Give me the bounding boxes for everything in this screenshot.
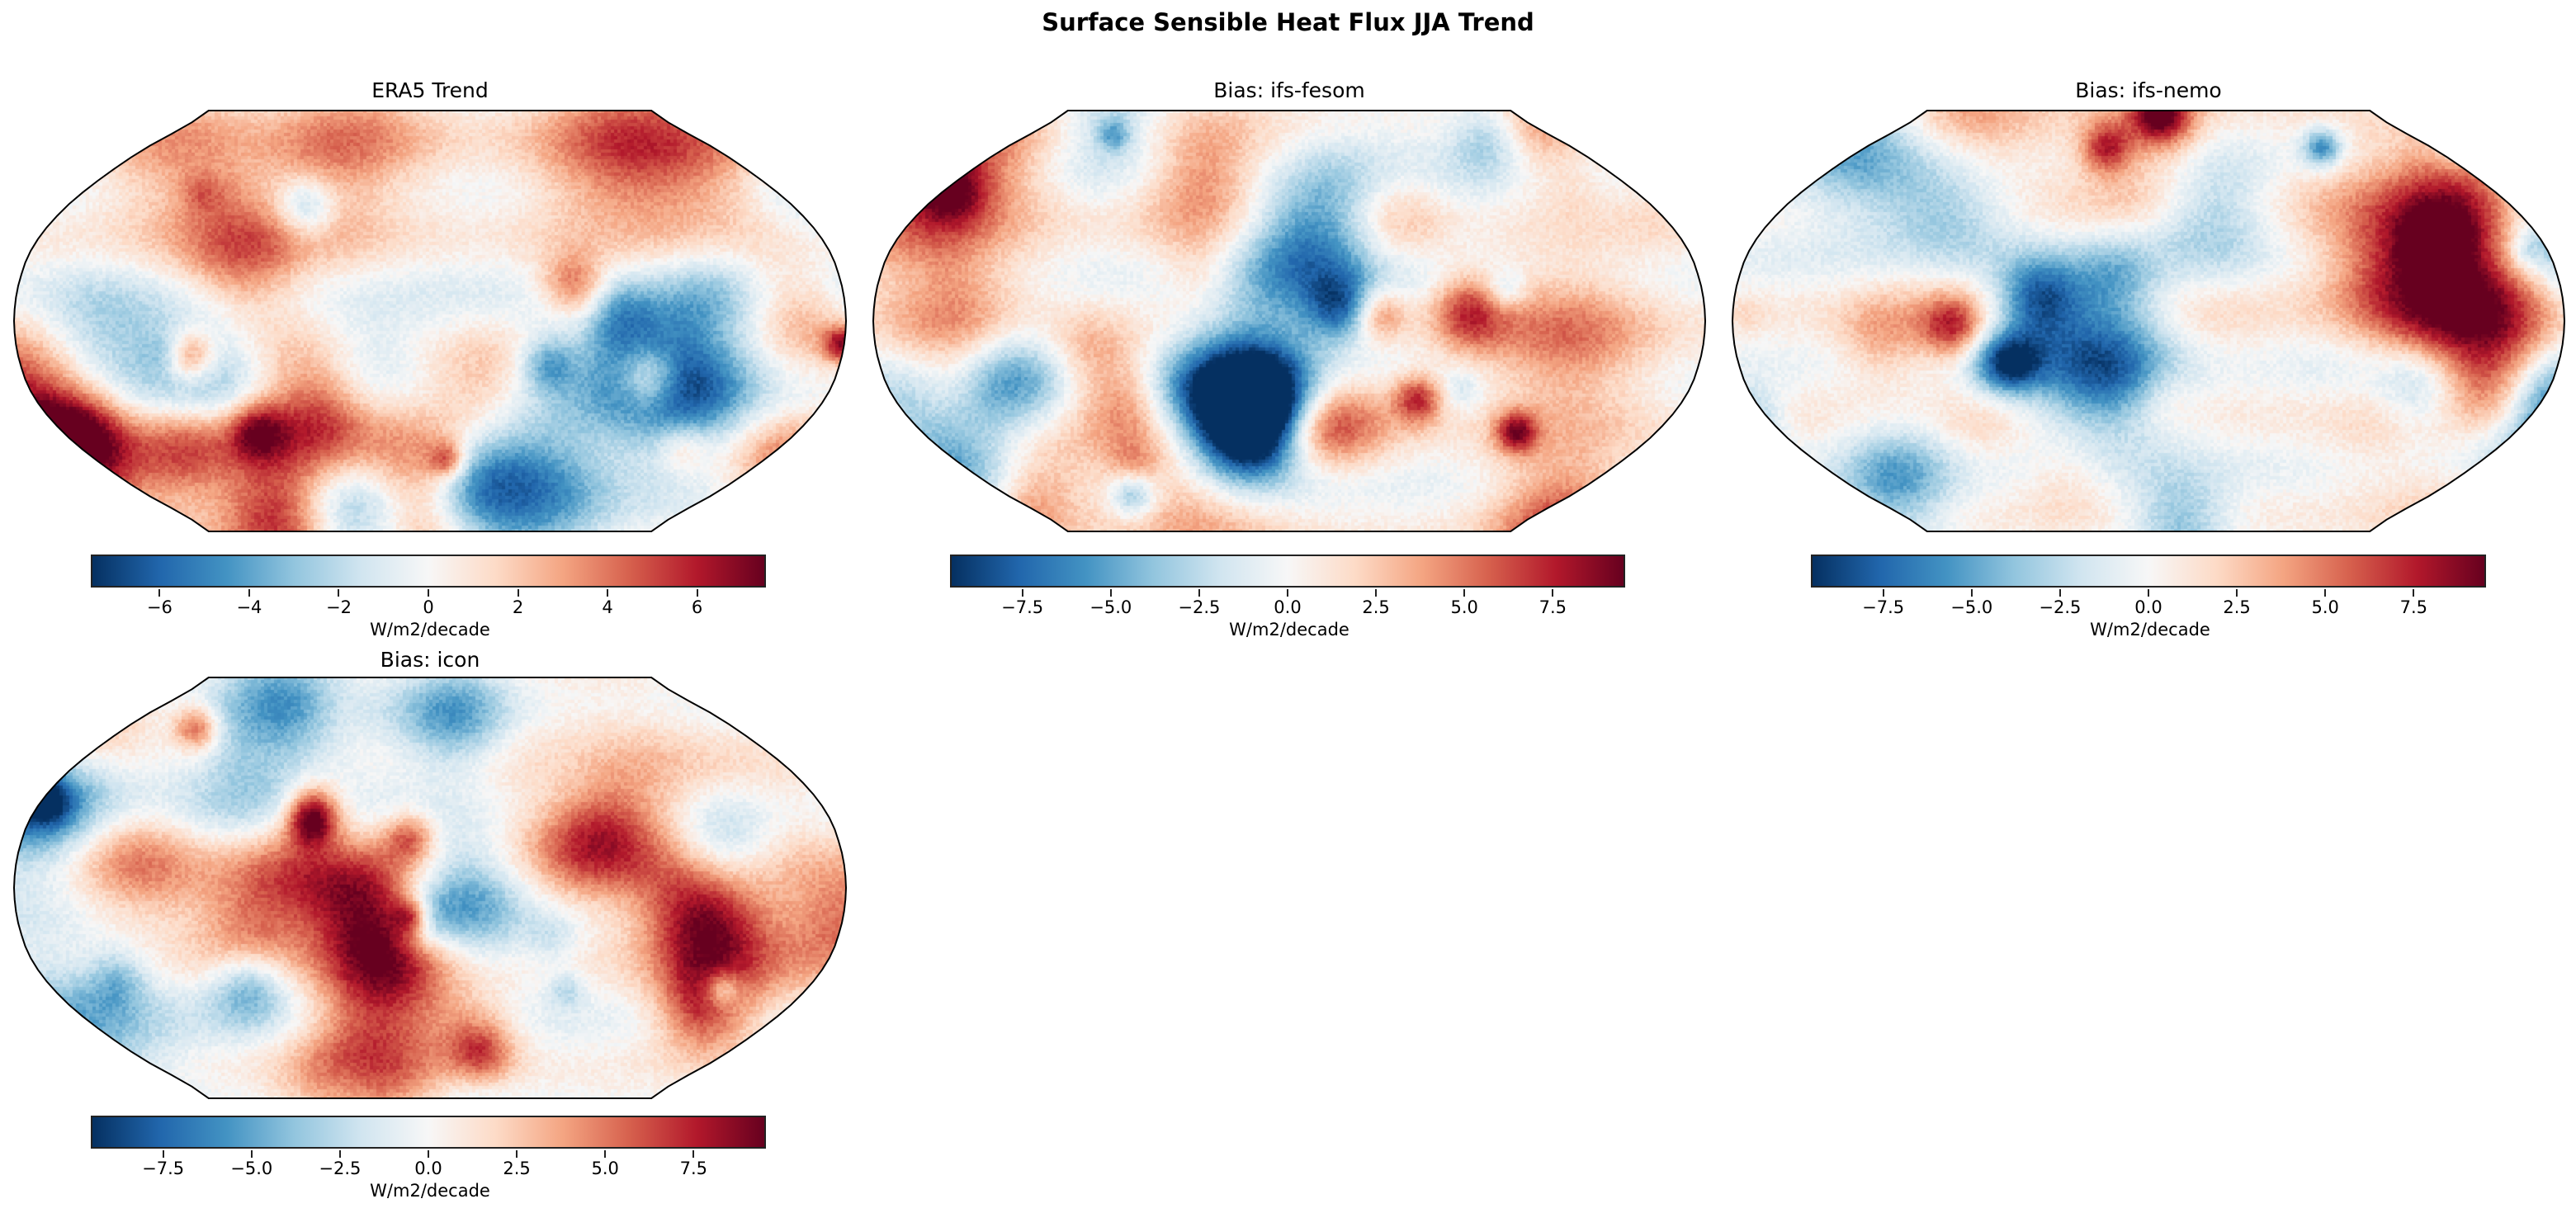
- map-boundary: [13, 677, 847, 1099]
- colorbar-tick-label: 2.5: [1362, 597, 1390, 617]
- colorbar-tick-label: 5.0: [2311, 597, 2339, 617]
- colorbar-tick: [1375, 589, 1378, 597]
- colorbar-tick-label: 7.5: [2399, 597, 2428, 617]
- colorbar-tick: [607, 589, 609, 597]
- panel-title: Bias: ifs-fesom: [1213, 78, 1365, 102]
- colorbar: −7.5 −5.0 −2.5 0.0 2.5 5.0 7.5 W/m2/decade: [950, 555, 1625, 640]
- colorbar: −7.5 −5.0 −2.5 0.0 2.5 5.0 7.5 W/m2/decade: [1811, 555, 2486, 640]
- colorbar-tick-label: 7.5: [679, 1159, 708, 1178]
- colorbar-tick-label: 0: [423, 597, 434, 617]
- colorbar-tick: [162, 1150, 164, 1158]
- colorbar-tick: [158, 589, 161, 597]
- colorbar-tick-label: 4: [602, 597, 613, 617]
- colorbar-tick: [516, 1150, 518, 1158]
- colorbar-tick-label: −5.0: [1950, 597, 1993, 617]
- map-panel: [1732, 110, 2565, 532]
- colorbar-label: W/m2/decade: [2090, 620, 2210, 640]
- colorbar-tick-label: 5.0: [1450, 597, 1478, 617]
- colorbar-tick-label: −2.5: [1178, 597, 1221, 617]
- colorbar-tick: [2413, 589, 2415, 597]
- colorbar-tick: [250, 1150, 253, 1158]
- colorbar-tick: [604, 1150, 607, 1158]
- colorbar-tick-label: −7.5: [1001, 597, 1044, 617]
- colorbar-tick: [428, 1150, 429, 1158]
- colorbar-tick-label: 5.0: [591, 1159, 619, 1178]
- colorbar-tick: [2148, 589, 2149, 597]
- map-boundary: [1732, 110, 2565, 532]
- colorbar-tick-label: 7.5: [1539, 597, 1567, 617]
- colorbar-tick: [2236, 589, 2238, 597]
- colorbar-tick: [248, 589, 250, 597]
- map-boundary: [13, 110, 847, 532]
- colorbar-tick-label: −5.0: [230, 1159, 273, 1178]
- colorbar-tick: [2058, 589, 2061, 597]
- colorbar-tick: [1287, 589, 1288, 597]
- colorbar: −6 −4 −2 0 2 4 6 W/m2/decade: [91, 555, 766, 640]
- figure-title: Surface Sensible Heat Flux JJA Trend: [1042, 8, 1534, 36]
- colorbar-tick: [1463, 589, 1466, 597]
- colorbar-tick: [1021, 589, 1023, 597]
- colorbar-tick-label: 6: [691, 597, 703, 617]
- map-panel: [13, 110, 847, 532]
- colorbar-tick: [1970, 589, 1973, 597]
- colorbar-tick: [338, 1150, 341, 1158]
- panel-title: ERA5 Trend: [371, 78, 489, 102]
- trend-field: [13, 677, 847, 1099]
- trend-field: [1732, 110, 2565, 532]
- colorbar-label: W/m2/decade: [370, 620, 490, 640]
- colorbar-tick: [692, 1150, 695, 1158]
- map-panel: [13, 677, 847, 1099]
- colorbar-tick-label: −7.5: [1862, 597, 1905, 617]
- colorbar-tick-label: 2: [512, 597, 524, 617]
- colorbar-tick: [696, 589, 698, 597]
- colorbar-tick: [428, 589, 429, 597]
- colorbar-tick-label: −5.0: [1089, 597, 1132, 617]
- colorbar-tick: [1109, 589, 1112, 597]
- colorbar-tick: [1552, 589, 1554, 597]
- colorbar-tick-label: 0.0: [1274, 597, 1302, 617]
- colorbar-tick-label: −2: [325, 597, 352, 617]
- colorbar: −7.5 −5.0 −2.5 0.0 2.5 5.0 7.5 W/m2/decade: [91, 1116, 766, 1201]
- colorbar-tick-label: −7.5: [142, 1159, 185, 1178]
- map-panel: [872, 110, 1706, 532]
- colorbar-label: W/m2/decade: [1229, 620, 1349, 640]
- colorbar-tick-label: 0.0: [2134, 597, 2162, 617]
- colorbar-tick-label: 0.0: [414, 1159, 442, 1178]
- colorbar-tick: [1882, 589, 1884, 597]
- colorbar-tick: [1198, 589, 1200, 597]
- colorbar-tick-label: 2.5: [2223, 597, 2251, 617]
- colorbar-tick-label: 2.5: [503, 1159, 531, 1178]
- trend-field: [872, 110, 1706, 532]
- panel-title: Bias: icon: [380, 648, 480, 672]
- trend-field: [13, 110, 847, 532]
- map-boundary: [872, 110, 1706, 532]
- colorbar-tick-label: −2.5: [319, 1159, 362, 1178]
- colorbar-tick: [338, 589, 340, 597]
- colorbar-tick-label: −2.5: [2039, 597, 2082, 617]
- panel-title: Bias: ifs-nemo: [2075, 78, 2222, 102]
- colorbar-label: W/m2/decade: [370, 1181, 490, 1201]
- colorbar-tick-label: −4: [236, 597, 262, 617]
- colorbar-tick: [2324, 589, 2327, 597]
- colorbar-tick-label: −6: [146, 597, 173, 617]
- colorbar-tick: [517, 589, 519, 597]
